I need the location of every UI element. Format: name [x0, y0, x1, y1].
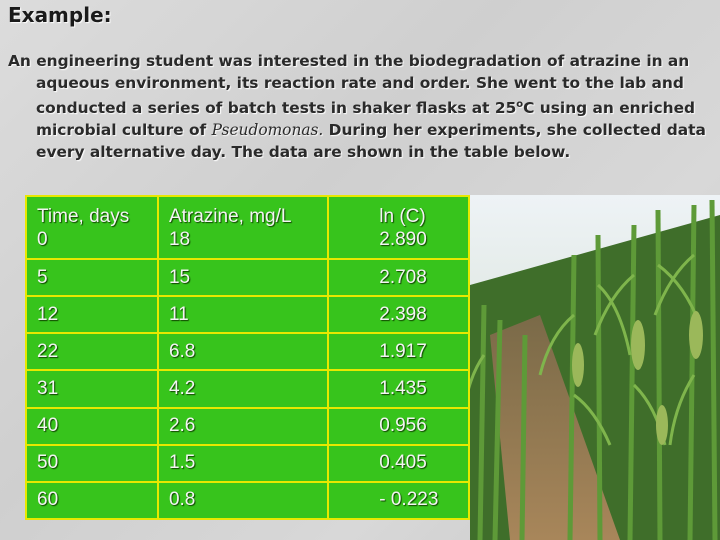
- cell: 40: [25, 406, 159, 446]
- cell: 12: [25, 295, 159, 335]
- cell: 1.5: [156, 443, 330, 483]
- cell: 2.708: [327, 257, 470, 298]
- superscript: o: [516, 99, 524, 110]
- row: 40 2.6 0.956: [25, 406, 470, 446]
- row: 31 4.2 1.435: [25, 369, 470, 409]
- cell: 0.956: [327, 406, 470, 446]
- data-table: Time, days 0 Atrazine, mg/L 18 ln (C) 2.890 5 1…: [25, 195, 470, 521]
- header-cell: Time, days 0: [25, 195, 159, 260]
- text: An engineering student was interested in…: [8, 52, 690, 118]
- cell: 15: [156, 257, 330, 298]
- cell: 31: [25, 369, 159, 409]
- row: 50 1.5 0.405: [25, 443, 470, 483]
- cell: 18: [168, 228, 191, 250]
- cell: 2.6: [156, 406, 330, 446]
- cell: 1.435: [327, 369, 470, 409]
- text: During her experiments, she collected da…: [36, 121, 706, 162]
- cell: 2.890: [379, 228, 427, 250]
- cell: 60: [25, 480, 159, 521]
- cell: 0.8: [156, 480, 330, 521]
- cell: 0.405: [327, 443, 470, 483]
- cell: - 0.223: [327, 480, 470, 521]
- corn-photo: [470, 195, 720, 540]
- header-row: Time, days 0 Atrazine, mg/L 18 ln (C) 2.890: [25, 195, 470, 260]
- cell: 4.2: [156, 369, 330, 409]
- header-cell: Atrazine, mg/L 18: [156, 195, 330, 260]
- problem-text: An engineering student was interested in…: [8, 50, 714, 163]
- cell: 1.917: [327, 332, 470, 372]
- row: 12 11 2.398: [25, 295, 470, 335]
- row: 5 15 2.708: [25, 257, 470, 298]
- cell: 2.398: [327, 295, 470, 335]
- row: 60 0.8- 0.223: [25, 480, 470, 521]
- cell: 22: [25, 332, 159, 372]
- cell: 50: [25, 443, 159, 483]
- header-cell: ln (C) 2.890: [327, 195, 470, 260]
- text: C using an enriched microbial culture of: [36, 99, 696, 140]
- cell: 11: [156, 295, 330, 335]
- row: 22 6.8 1.917: [25, 332, 470, 372]
- cell: 6.8: [156, 332, 330, 372]
- column-header: Time, days: [37, 205, 130, 227]
- cell: 5: [25, 257, 159, 298]
- species-name: Pseudomonas.: [211, 121, 324, 140]
- title: Example:: [8, 3, 112, 27]
- column-header: ln (C): [379, 205, 426, 227]
- column-header: Atrazine, mg/L: [168, 205, 292, 227]
- cell: 0: [37, 228, 48, 250]
